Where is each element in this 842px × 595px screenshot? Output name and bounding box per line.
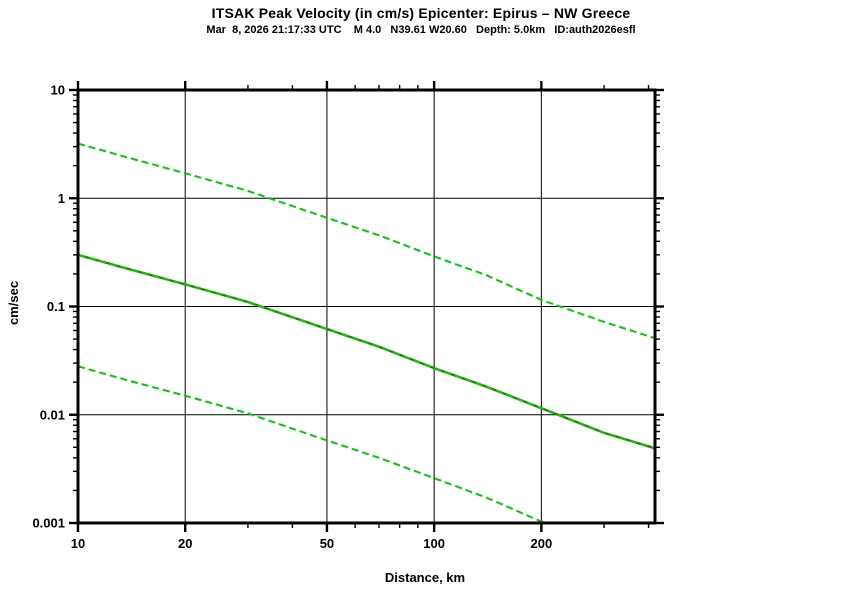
x-tick-label: 20	[178, 536, 192, 551]
curve-lower-bound	[77, 365, 547, 524]
chart-subtitle: Mar 8, 2026 21:17:33 UTC M 4.0 N39.61 W2…	[206, 24, 636, 36]
plot-frame	[76, 88, 657, 525]
y-tick-label: 0.1	[47, 299, 65, 314]
y-tick-label: 0.01	[40, 407, 65, 422]
y-tick-label: 1	[58, 191, 65, 206]
grid	[78, 90, 655, 523]
x-tick-label: 200	[531, 536, 553, 551]
x-tick-label: 10	[71, 536, 85, 551]
y-tick-label: 0.001	[32, 516, 65, 531]
axis-ticks	[69, 81, 664, 532]
curve-median	[77, 253, 656, 450]
curve-upper-bound	[77, 142, 656, 340]
x-axis-label: Distance, km	[384, 570, 466, 585]
chart-title: ITSAK Peak Velocity (in cm/s) Epicenter:…	[211, 5, 631, 21]
y-tick-label: 10	[51, 83, 65, 98]
tick-labels: 10 20 50 100 200 10 1 0.1 0.01 0.001	[32, 83, 552, 552]
y-axis-label: cm/sec	[6, 280, 21, 326]
x-tick-label: 100	[423, 536, 445, 551]
x-tick-label: 50	[320, 536, 334, 551]
